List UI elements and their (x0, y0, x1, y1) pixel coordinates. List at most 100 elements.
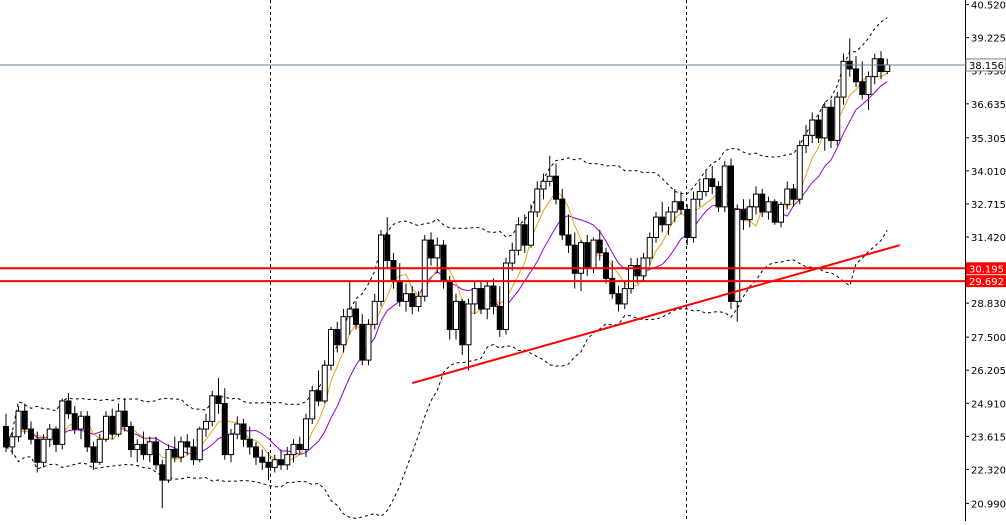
candle-body-bearish (390, 260, 397, 282)
candle-body-bullish (546, 175, 553, 182)
candle-body-bullish (621, 288, 628, 305)
candle-body-bearish (771, 201, 778, 223)
candle-body-bearish (790, 188, 797, 200)
candle-body-bearish (221, 403, 228, 456)
candle-body-bearish (521, 224, 528, 246)
candle-body-bullish (59, 400, 66, 445)
candle-body-bullish (746, 206, 753, 221)
candle-body-bullish (228, 433, 234, 456)
candle-body-bullish (840, 60, 847, 98)
candle-body-bearish (709, 178, 716, 187)
price-axis-label: 32.715 (971, 200, 1006, 211)
candle-body-bullish (503, 262, 509, 330)
candle-body-bullish (578, 242, 584, 274)
candle-body-bearish (121, 410, 128, 428)
candle-body-bearish (684, 208, 691, 239)
candle-body-bearish (759, 193, 766, 213)
candle-body-bearish (84, 415, 91, 448)
moving-average-slow (5, 81, 888, 456)
candle-body-bearish (478, 288, 484, 310)
candle-body-bullish (871, 58, 878, 78)
price-axis-label: 39.225 (971, 34, 1006, 45)
price-axis-label: 22.320 (971, 465, 1006, 476)
candle-body-bearish (678, 201, 684, 210)
candle-body-bullish (534, 188, 541, 213)
candle-body-bullish (346, 308, 353, 318)
candle-body-bearish (384, 234, 391, 261)
candle-body-bearish (140, 443, 147, 456)
candle-body-bearish (334, 328, 341, 346)
candle-body-bearish (596, 239, 603, 254)
candle-body-bullish (465, 303, 472, 346)
candle-body-bullish (671, 201, 678, 213)
candle-body-bullish (78, 415, 84, 430)
candle-body-bullish (778, 203, 784, 223)
candle-body-bullish (196, 428, 203, 461)
candle-body-bullish (46, 428, 53, 440)
candle-body-bearish (565, 234, 572, 246)
trendline (411, 244, 901, 385)
candle-body-bearish (253, 446, 259, 458)
candle-body-bullish (115, 410, 122, 435)
candle-body-bearish (559, 198, 566, 236)
candle-body-bullish (434, 244, 441, 259)
price-axis-label: 35.305 (971, 134, 1006, 145)
candle-body-bearish (246, 438, 253, 448)
candle-body-bearish (409, 293, 416, 307)
candle-body-bullish (284, 454, 291, 466)
candle-body-bullish (290, 443, 297, 456)
candle-body-bearish (278, 459, 284, 466)
candle-body-bearish (359, 323, 366, 361)
candle-body-bullish (696, 191, 703, 200)
candle-body-bullish (540, 180, 547, 190)
price-axis-label: 40.520 (971, 1, 1006, 12)
candle-body-bearish (828, 106, 834, 141)
candle-body-bearish (740, 208, 747, 221)
candle-body-bullish (865, 76, 872, 95)
candle-body-bearish (215, 395, 222, 405)
candle-body-bearish (396, 280, 403, 302)
candle-body-bearish (34, 438, 41, 463)
candle-body-bullish (653, 216, 659, 239)
candle-body-bullish (40, 438, 47, 463)
candle-body-bearish (259, 456, 266, 463)
candle-body-bullish (509, 249, 516, 264)
candle-body-bearish (659, 216, 666, 226)
candle-body-bullish (484, 285, 491, 310)
level-price-tag (966, 275, 1006, 288)
candle-body-bullish (665, 211, 672, 226)
candle-body-bearish (715, 185, 722, 208)
candle-body-bearish (21, 410, 28, 430)
candle-body-bearish (265, 461, 272, 468)
candle-body-bullish (9, 436, 16, 448)
current-price-tag (965, 58, 1006, 72)
candle-body-bullish (753, 193, 759, 208)
candle-body-bullish (721, 165, 728, 208)
candle-body-bearish (553, 175, 559, 200)
candle-body-bearish (3, 426, 9, 448)
candle-body-bullish (690, 198, 697, 239)
candle-body-bullish (271, 459, 278, 468)
price-axis-label: 28.830 (971, 299, 1006, 310)
candle-body-bullish (646, 237, 653, 259)
candle-body-bearish (71, 413, 78, 430)
candle-body-bearish (128, 426, 134, 450)
candle-body-bullish (321, 364, 328, 402)
candle-body-bullish (309, 390, 316, 420)
candle-body-bearish (428, 239, 434, 259)
candle-body-bearish (490, 285, 497, 307)
candle-body-bearish (28, 428, 34, 440)
current-price-tag-label: 38.156 (969, 61, 1004, 72)
candle-body-bearish (65, 400, 72, 415)
candle-body-bullish (96, 438, 103, 463)
candle-body-bearish (109, 415, 116, 435)
candle-body-bullish (453, 300, 459, 330)
candle-body-bearish (459, 300, 466, 346)
candle-body-bullish (403, 293, 409, 302)
candle-body-bullish (765, 201, 772, 213)
candle-body-bearish (315, 390, 322, 402)
candle-body-bullish (528, 211, 534, 246)
candle-body-bullish (178, 441, 184, 458)
candle-body-bullish (371, 300, 378, 325)
candle-body-bullish (365, 323, 372, 361)
